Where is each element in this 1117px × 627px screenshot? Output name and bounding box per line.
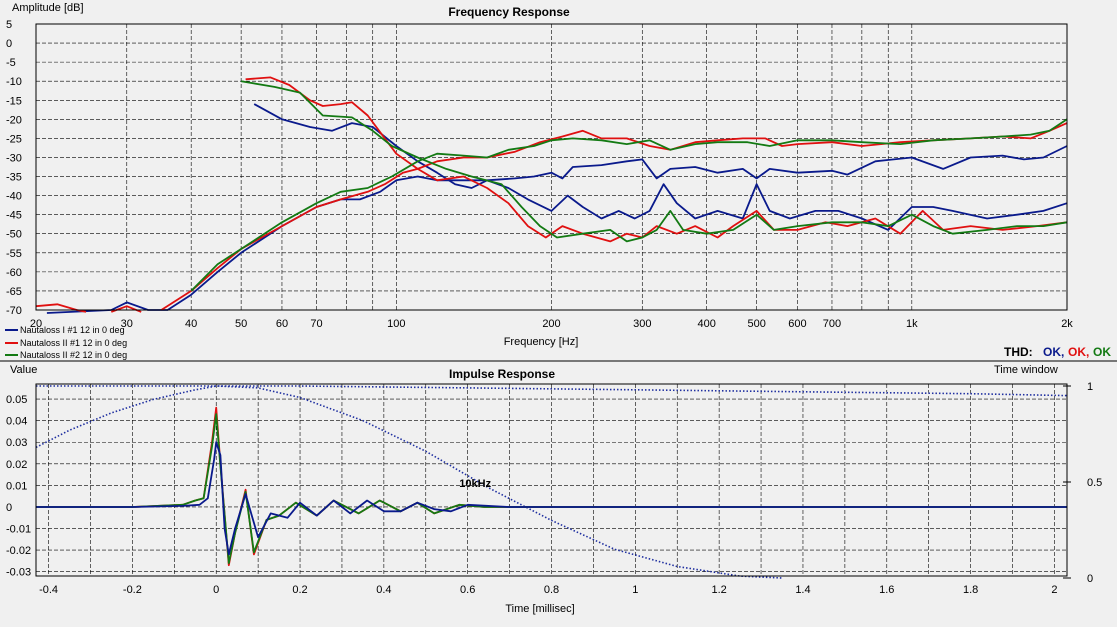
freq-x-tick: 70	[310, 318, 322, 330]
freq-y-tick: -70	[6, 305, 22, 317]
impulse-y-ticks: 0.05 0.04 0.03 0.02 0.01 0 -0.01 -0.02 -0.03	[6, 394, 31, 579]
freq-ylabel: Amplitude [dB]	[12, 2, 84, 14]
impulse-x-tick: 2	[1051, 584, 1057, 596]
impulse-x-tick: 1.2	[711, 584, 726, 596]
freq-x-ticks: 20 30 40 50 60 70 100 200 300 400 500 600 700 1k 2k	[30, 318, 1073, 330]
impulse-x-tick: 1.6	[879, 584, 894, 596]
freq-y-tick: -25	[6, 133, 22, 145]
impulse-x-ticks: -0.4 -0.2 0 0.2 0.4 0.6 0.8 1 1.2 1.4 1.6 1.8 2	[39, 584, 1057, 596]
freq-x-tick: 20	[30, 318, 42, 330]
impulse-y2-tick: 1	[1087, 381, 1093, 393]
impulse-x-tick: 0.4	[376, 584, 391, 596]
impulse-y2-tick: 0	[1087, 573, 1093, 585]
impulse-y-tick: 0.04	[6, 416, 27, 428]
thd-status-3: OK	[1093, 345, 1111, 359]
impulse-y-tick: 0.01	[6, 480, 27, 492]
freq-x-tick: 40	[185, 318, 197, 330]
freq-x-tick: 2k	[1061, 318, 1073, 330]
impulse-title: Impulse Response	[449, 367, 555, 381]
impulse-annotation-10khz: 10kHz	[459, 478, 491, 490]
impulse-x-tick: 0	[213, 584, 219, 596]
freq-y-tick: -5	[6, 57, 16, 69]
impulse-y-tick: 0.05	[6, 394, 27, 406]
thd-status-1: OK,	[1043, 345, 1064, 359]
freq-y-tick: -65	[6, 286, 22, 298]
impulse-y-tick: 0.02	[6, 459, 27, 471]
legend-item-3: Nautaloss II #2 12 in 0 deg	[20, 350, 127, 360]
freq-xlabel: Frequency [Hz]	[504, 336, 579, 348]
freq-x-tick: 60	[276, 318, 288, 330]
impulse-x-tick: 1.4	[795, 584, 810, 596]
impulse-xlabel: Time [millisec]	[505, 603, 574, 615]
impulse-series-window-rise	[35, 385, 783, 579]
freq-x-tick: 700	[823, 318, 841, 330]
freq-y-tick: -60	[6, 267, 22, 279]
impulse-y-tick: -0.03	[6, 567, 31, 579]
impulse-plot-frame	[35, 383, 1068, 577]
impulse-x-tick: 0.2	[292, 584, 307, 596]
freq-y-tick: -55	[6, 248, 22, 260]
freq-title: Frequency Response	[448, 5, 570, 19]
impulse-x-tick: 1	[632, 584, 638, 596]
freq-y-tick: -15	[6, 95, 22, 107]
freq-series	[35, 76, 1068, 314]
thd-label: THD:	[1004, 345, 1033, 359]
impulse-y-tick: 0.03	[6, 437, 27, 449]
impulse-x-tick: 0.6	[460, 584, 475, 596]
freq-x-tick: 400	[698, 318, 716, 330]
freq-x-tick: 30	[121, 318, 133, 330]
freq-series-blue-0	[46, 145, 1068, 314]
impulse-ylabel: Value	[10, 364, 37, 376]
freq-y-tick: -40	[6, 191, 22, 203]
freq-y-tick: -35	[6, 172, 22, 184]
impulse-x-tick: 0.8	[544, 584, 559, 596]
freq-x-tick: 200	[542, 318, 560, 330]
impulse-series-window-top	[36, 385, 1068, 397]
impulse-series-impulse-blue	[36, 441, 1067, 556]
impulse-y-tick: -0.01	[6, 524, 31, 536]
freq-x-tick: 500	[747, 318, 765, 330]
impulse-y2label: Time window	[994, 364, 1058, 376]
impulse-y-tick: -0.02	[6, 545, 31, 557]
freq-series-green-0	[190, 118, 1068, 292]
impulse-y-tick: 0	[6, 502, 12, 514]
freq-series-green-1	[240, 80, 1068, 243]
freq-x-tick: 300	[633, 318, 651, 330]
legend-item-2: Nautaloss II #1 12 in 0 deg	[20, 338, 127, 348]
freq-x-tick: 50	[235, 318, 247, 330]
impulse-x-tick: 1.8	[963, 584, 978, 596]
impulse-x-tick: -0.2	[123, 584, 142, 596]
freq-y-tick: -45	[6, 210, 22, 222]
freq-legend: Nautaloss I #1 12 in 0 deg Nautaloss II …	[5, 325, 127, 360]
impulse-x-tick: -0.4	[39, 584, 58, 596]
freq-x-tick: 1k	[906, 318, 918, 330]
freq-series-red-2	[160, 122, 1068, 311]
freq-y-tick: -30	[6, 152, 22, 164]
freq-y-tick: 5	[6, 19, 12, 31]
freq-y-ticks: 5 0 -5 -10 -15 -20 -25 -30 -35 -40 -45 -50 -55 -60 -65…	[6, 19, 22, 317]
freq-plot-frame	[35, 23, 1068, 311]
freq-y-tick: -50	[6, 229, 22, 241]
impulse-series	[35, 385, 1068, 579]
freq-series-red-0	[35, 303, 87, 313]
thd-status: THD: OK, OK, OK	[1004, 345, 1111, 359]
freq-x-tick: 600	[788, 318, 806, 330]
freq-x-tick: 100	[387, 318, 405, 330]
impulse-y2-tick: 0.5	[1087, 477, 1102, 489]
freq-y-tick: -20	[6, 114, 22, 126]
freq-y-tick: 0	[6, 38, 12, 50]
freq-y-tick: -10	[6, 76, 22, 88]
thd-status-2: OK,	[1068, 345, 1089, 359]
legend-item-1: Nautaloss I #1 12 in 0 deg	[20, 325, 125, 335]
